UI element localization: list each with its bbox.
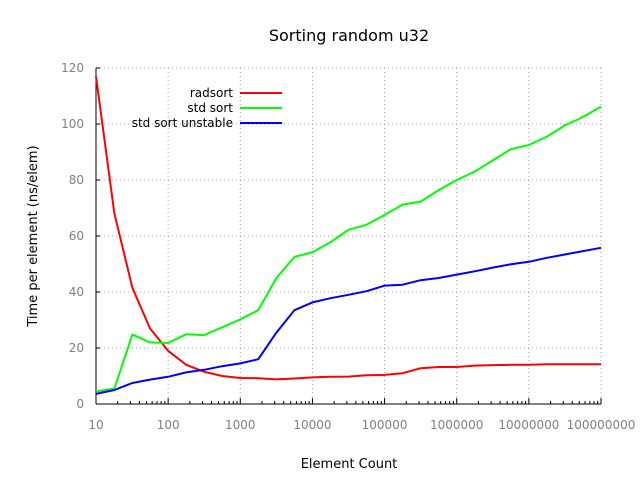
x-tick-label: 1000 (225, 418, 256, 432)
y-tick-label: 60 (69, 229, 84, 243)
x-axis-label: Element Count (301, 457, 398, 472)
legend-label: std sort unstable (132, 116, 233, 130)
grid-lines (96, 67, 602, 404)
y-tick-label: 20 (69, 341, 84, 355)
x-tick-label: 10 (88, 418, 103, 432)
data-series (95, 76, 602, 395)
y-tick-label: 100 (61, 117, 84, 131)
y-tick-label: 40 (69, 285, 84, 299)
x-tick-label: 1000000 (430, 418, 483, 432)
y-axis-label: Time per element (ns/elem) (26, 145, 41, 327)
chart-title: Sorting random u32 (269, 26, 429, 45)
x-tick-label: 100000 (362, 418, 408, 432)
series-line-std-sort-unstable (95, 246, 602, 395)
x-tick-label: 100 (157, 418, 180, 432)
x-tick-label: 10000000 (498, 418, 559, 432)
legend-label: std sort (187, 101, 233, 115)
y-tick-label: 120 (61, 61, 84, 75)
y-axis-ticks: 0 20 40 60 80 100 120 (61, 61, 100, 411)
x-axis-ticks: 10 100 1000 10000 100000 1000000 10000000 10000… (88, 398, 635, 432)
y-tick-label: 80 (69, 173, 84, 187)
x-tick-label: 10000 (293, 418, 331, 432)
x-tick-label: 100000000 (567, 418, 636, 432)
legend-label: radsort (190, 86, 233, 100)
series-line-radsort (95, 76, 601, 381)
y-tick-label: 0 (76, 397, 84, 411)
series-line-std-sort (95, 105, 602, 393)
